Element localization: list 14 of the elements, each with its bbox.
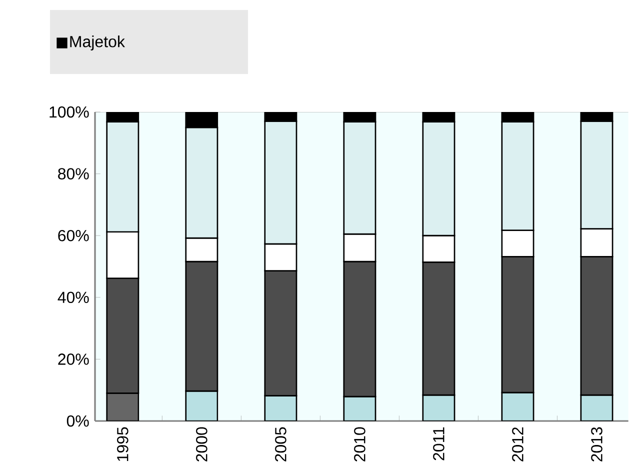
y-tick-label: 60% <box>58 230 89 242</box>
y-tick-label: 100% <box>50 106 89 118</box>
x-tick-label: 2010 <box>354 427 366 462</box>
y-tick-label: 40% <box>58 292 89 304</box>
x-tick-label: 2005 <box>275 427 286 462</box>
y-tick-label: 0% <box>66 415 89 427</box>
y-tick-label: 20% <box>58 354 89 365</box>
legend-label: Majetok <box>70 36 125 50</box>
x-tick-label: 2012 <box>512 427 524 462</box>
x-tick-label: 2000 <box>196 427 208 462</box>
y-tick-label: 80% <box>58 168 89 180</box>
x-tick-label: 1995 <box>117 427 128 461</box>
x-tick-label: 2013 <box>591 427 602 462</box>
x-tick-label: 2011 <box>433 427 444 460</box>
